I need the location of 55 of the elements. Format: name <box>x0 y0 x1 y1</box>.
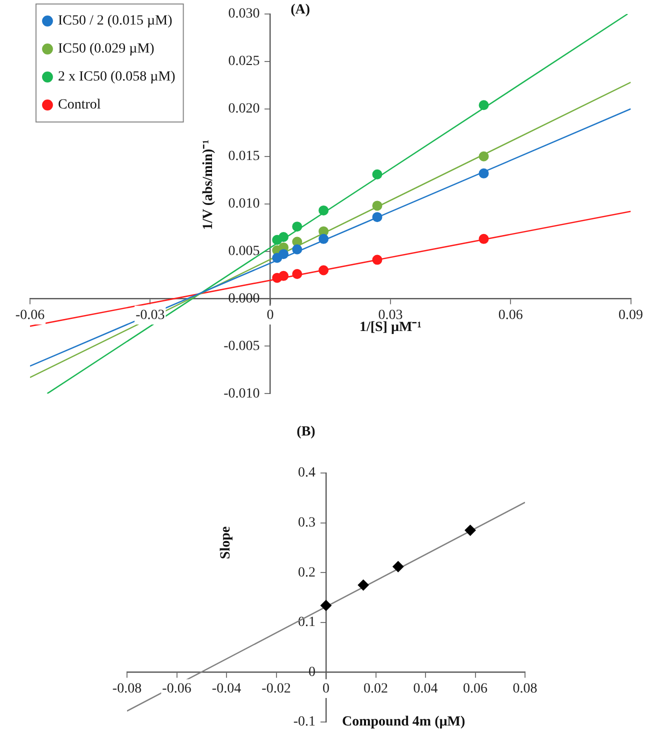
point <box>358 580 369 591</box>
x-tick-label: 0.06 <box>498 308 523 323</box>
point <box>320 600 332 611</box>
point <box>318 265 329 276</box>
point <box>278 232 289 242</box>
legend-label: IC50 / 2 (0.015 µM) <box>58 14 173 29</box>
y-tick-label: 0.2 <box>298 565 326 580</box>
point <box>478 151 489 162</box>
y-tick-label: 0.030 <box>228 6 270 22</box>
y-tick-label: -0.005 <box>224 338 270 354</box>
point <box>292 222 302 232</box>
x-tick-label: -0.04 <box>212 681 242 696</box>
y-tick-label: 0.005 <box>228 244 270 259</box>
point <box>372 169 382 180</box>
y-tick-label: 0.3 <box>298 515 326 530</box>
y-tick-label: 0.015 <box>228 149 270 164</box>
x-tick-label: 0.08 <box>512 681 538 696</box>
point <box>372 212 382 222</box>
point <box>318 234 329 244</box>
x-tick-label: -0.06 <box>162 681 192 696</box>
y-tick-label: 0.010 <box>228 196 270 212</box>
y-tick-label: 0.025 <box>228 54 270 70</box>
point <box>464 524 476 536</box>
x-axis-title: Compound 4m (µM) <box>342 714 466 730</box>
point <box>478 168 489 178</box>
x-axis-title: 1/[S] µM⁻¹ <box>359 320 422 336</box>
y-tick-label: -0.1 <box>293 714 326 730</box>
point <box>278 249 289 260</box>
point <box>278 270 289 281</box>
point <box>392 561 404 572</box>
y-tick-label: 0.4 <box>298 466 326 481</box>
point <box>372 200 382 211</box>
point <box>292 269 302 280</box>
y-axis-title: Slope <box>218 526 234 560</box>
x-tick-label: 0.09 <box>618 308 643 323</box>
point <box>478 234 489 244</box>
x-tick-label: 0.06 <box>463 681 488 696</box>
point <box>292 244 302 254</box>
point <box>372 254 382 265</box>
x-tick-label: 0.02 <box>364 681 388 696</box>
x-tick-label: -0.02 <box>262 681 291 696</box>
point <box>478 100 489 110</box>
chart-title: (A) <box>290 2 310 18</box>
x-tick-label: -0.03 <box>136 308 165 323</box>
chart-title: (B) <box>296 424 316 440</box>
y-axis-title: 1/V (abs/min)⁻¹ <box>200 140 216 230</box>
point <box>318 205 329 216</box>
legend-label: 2 x IC50 (0.058 µM) <box>58 70 176 85</box>
x-tick-label: 0.04 <box>413 681 438 696</box>
x-tick-label: -0.06 <box>15 308 45 323</box>
legend-label: Control <box>58 98 101 113</box>
y-tick-label: -0.010 <box>224 386 270 402</box>
y-tick-label: 0.020 <box>228 102 270 117</box>
legend-label: IC50 (0.029 µM) <box>58 42 155 57</box>
x-tick-label: -0.08 <box>112 681 142 696</box>
